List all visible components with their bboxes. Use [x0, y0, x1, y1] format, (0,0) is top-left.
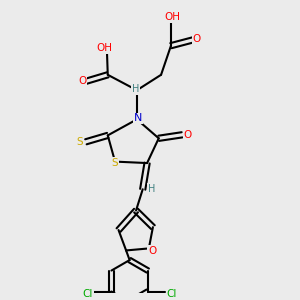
Text: H: H: [148, 184, 155, 194]
Text: N: N: [134, 113, 142, 124]
Text: S: S: [111, 158, 118, 168]
Text: O: O: [78, 76, 86, 86]
Text: OH: OH: [164, 12, 180, 22]
Text: OH: OH: [97, 43, 112, 53]
Text: O: O: [193, 34, 201, 44]
Text: H: H: [132, 84, 139, 94]
Text: S: S: [77, 137, 83, 147]
Text: Cl: Cl: [82, 289, 93, 299]
Text: Cl: Cl: [167, 289, 177, 299]
Text: O: O: [184, 130, 192, 140]
Text: O: O: [148, 246, 157, 256]
